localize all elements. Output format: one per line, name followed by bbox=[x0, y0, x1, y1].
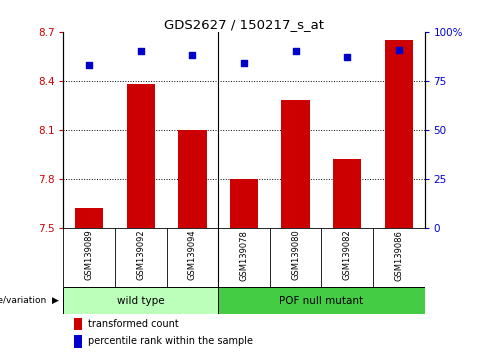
Text: GSM139086: GSM139086 bbox=[394, 230, 403, 281]
Bar bbox=[178, 130, 206, 228]
Bar bbox=[63, 287, 218, 314]
Bar bbox=[74, 335, 82, 348]
Point bbox=[395, 47, 403, 52]
Title: GDS2627 / 150217_s_at: GDS2627 / 150217_s_at bbox=[164, 18, 324, 31]
Text: percentile rank within the sample: percentile rank within the sample bbox=[88, 336, 253, 346]
Point bbox=[188, 52, 196, 58]
Text: GSM139094: GSM139094 bbox=[188, 230, 197, 280]
Text: GSM139080: GSM139080 bbox=[291, 230, 300, 280]
Point bbox=[343, 55, 351, 60]
Text: GSM139082: GSM139082 bbox=[343, 230, 352, 280]
Bar bbox=[127, 84, 155, 228]
Bar bbox=[385, 40, 413, 228]
Point bbox=[292, 48, 300, 54]
Point bbox=[137, 48, 145, 54]
Text: GSM139089: GSM139089 bbox=[85, 230, 94, 280]
Bar bbox=[333, 159, 361, 228]
Text: genotype/variation  ▶: genotype/variation ▶ bbox=[0, 296, 60, 305]
Bar bbox=[230, 179, 258, 228]
Point bbox=[240, 61, 248, 66]
Text: POF null mutant: POF null mutant bbox=[279, 296, 364, 306]
Bar bbox=[75, 208, 103, 228]
Text: GSM139078: GSM139078 bbox=[240, 230, 248, 281]
Bar bbox=[74, 318, 82, 330]
Point bbox=[85, 62, 93, 68]
Text: transformed count: transformed count bbox=[88, 319, 179, 329]
Bar bbox=[218, 287, 425, 314]
Text: GSM139092: GSM139092 bbox=[136, 230, 145, 280]
Bar bbox=[282, 101, 310, 228]
Text: wild type: wild type bbox=[117, 296, 164, 306]
